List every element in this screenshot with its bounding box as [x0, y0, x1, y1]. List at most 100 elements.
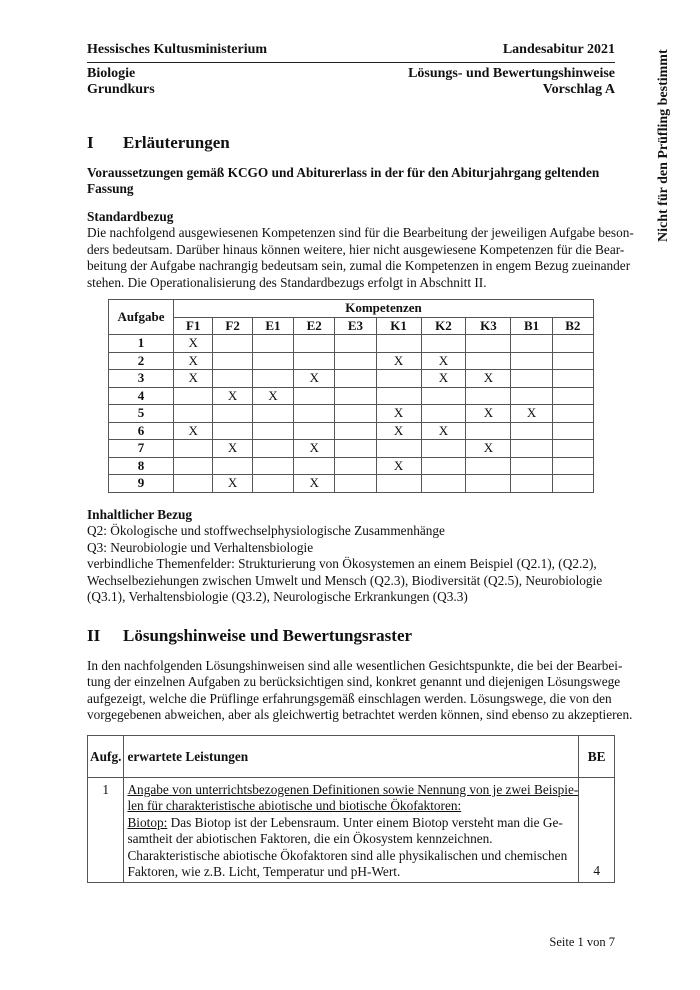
competence-mark: X — [293, 474, 336, 493]
section-2-heading: II Lösungshinweise und Bewertungsraster — [87, 626, 412, 646]
competence-mark — [551, 334, 595, 353]
section-title: Lösungshinweise und Bewertungsraster — [123, 626, 413, 645]
competence-mark — [420, 456, 467, 475]
competence-mark — [510, 439, 553, 458]
exam-name: Landesabitur 2021 — [502, 42, 615, 57]
header-divider — [87, 62, 615, 63]
competence-mark — [212, 334, 253, 353]
competence-mark — [293, 351, 336, 370]
task-number: 1 — [108, 334, 174, 353]
competence-mark — [251, 334, 295, 353]
competence-mark — [420, 386, 467, 405]
competence-mark: X — [465, 404, 512, 423]
competence-mark — [510, 369, 553, 388]
org-name: Hessisches Kultusministerium — [87, 42, 268, 57]
text-line: (Q3.1), Verhaltensbiologie (Q3.2), Neuro… — [87, 589, 468, 605]
text-line: vorgegebenen abweichen, aber als gleichw… — [87, 707, 633, 723]
competence-mark: X — [510, 404, 553, 423]
competence-mark — [465, 421, 512, 440]
competence-mark — [212, 456, 253, 475]
competence-mark — [420, 334, 467, 353]
task-number: 9 — [108, 474, 174, 493]
competence-mark — [293, 404, 336, 423]
competence-mark — [251, 404, 295, 423]
competence-mark — [212, 351, 253, 370]
table-row: 7 X X X — [108, 439, 595, 458]
competence-mark — [334, 404, 377, 423]
competence-mark: X — [172, 334, 214, 353]
text-line: samtheit der abiotischen Faktoren, die e… — [127, 831, 493, 847]
competence-mark — [420, 439, 467, 458]
course: Grundkurs — [87, 82, 155, 98]
competence-mark: X — [172, 369, 214, 388]
competence-mark — [293, 456, 336, 475]
subject-block: Biologie Grundkurs — [87, 66, 155, 99]
competence-mark: X — [420, 351, 467, 370]
competence-mark — [375, 386, 422, 405]
column-header: K1 — [375, 316, 422, 335]
competence-mark — [551, 421, 595, 440]
competence-mark — [212, 404, 253, 423]
competence-mark — [293, 334, 336, 353]
task-number: 3 — [108, 369, 174, 388]
column-header: F1 — [172, 316, 214, 335]
col-header-expected: erwartete Leistungen — [123, 735, 580, 778]
subheading: Standardbezug — [87, 209, 174, 224]
competence-mark — [375, 439, 422, 458]
competence-mark — [334, 439, 377, 458]
task-number: 8 — [108, 456, 174, 475]
competence-mark — [251, 351, 295, 370]
standard-reference: Standardbezug Die nachfolgend ausgewiese… — [87, 209, 634, 291]
task-number: 6 — [108, 421, 174, 440]
competence-mark — [172, 474, 214, 493]
text-line: Voraussetzungen gemäß KCGO und Abiturerl… — [87, 165, 600, 180]
competence-mark — [551, 404, 595, 423]
text-line: beitung der Aufgabe nachrangig bedeutsam… — [87, 258, 631, 274]
competence-mark — [510, 456, 553, 475]
subject: Biologie — [87, 66, 136, 81]
competence-mark — [172, 404, 214, 423]
task-number: 5 — [108, 404, 174, 423]
task-heading: len für charakteristische abiotische und… — [127, 798, 462, 814]
text-line: ders bedeutsam. Darüber hinaus können we… — [87, 241, 625, 257]
competence-mark — [465, 351, 512, 370]
points: 4 — [578, 776, 615, 884]
text-line: Q2: Ökologische und stoffwechselphysiolo… — [87, 523, 445, 539]
competence-mark: X — [375, 456, 422, 475]
section-title: Erläuterungen — [123, 133, 230, 152]
competence-mark: X — [420, 369, 467, 388]
text-line: Wechselbeziehungen zwischen Umwelt und M… — [87, 572, 603, 588]
col-header-task: Aufg. — [86, 735, 125, 778]
competence-mark — [551, 369, 595, 388]
competence-mark — [551, 351, 595, 370]
column-header: E2 — [293, 316, 336, 335]
group-header: Kompetenzen — [173, 299, 594, 318]
subheading: Inhaltlicher Bezug — [87, 507, 193, 522]
section-number: I — [87, 133, 94, 152]
competence-mark — [465, 474, 512, 493]
page-number: Seite 1 von 7 — [549, 935, 615, 949]
text-line: Biotop: Das Biotop ist der Lebensraum. U… — [127, 815, 578, 831]
column-header: E1 — [251, 316, 295, 335]
competence-mark — [551, 474, 595, 493]
competence-mark: X — [375, 421, 422, 440]
text: Das Biotop ist der Lebensraum. Unter ein… — [167, 814, 563, 830]
competence-mark — [375, 334, 422, 353]
proposal: Vorschlag A — [542, 82, 615, 98]
task-number: 1 — [86, 776, 125, 884]
competence-mark — [172, 456, 214, 475]
text-line: Charakteristische abiotische Ökofaktoren… — [127, 847, 568, 863]
column-header: K2 — [420, 316, 467, 335]
competence-mark — [334, 421, 377, 440]
competence-mark — [293, 421, 336, 440]
competence-mark — [251, 439, 295, 458]
competence-mark — [510, 386, 553, 405]
competence-mark — [251, 456, 295, 475]
page-header: Hessisches Kultusministerium Landesabitu… — [87, 42, 615, 58]
competence-mark — [510, 351, 553, 370]
competence-mark: X — [172, 421, 214, 440]
